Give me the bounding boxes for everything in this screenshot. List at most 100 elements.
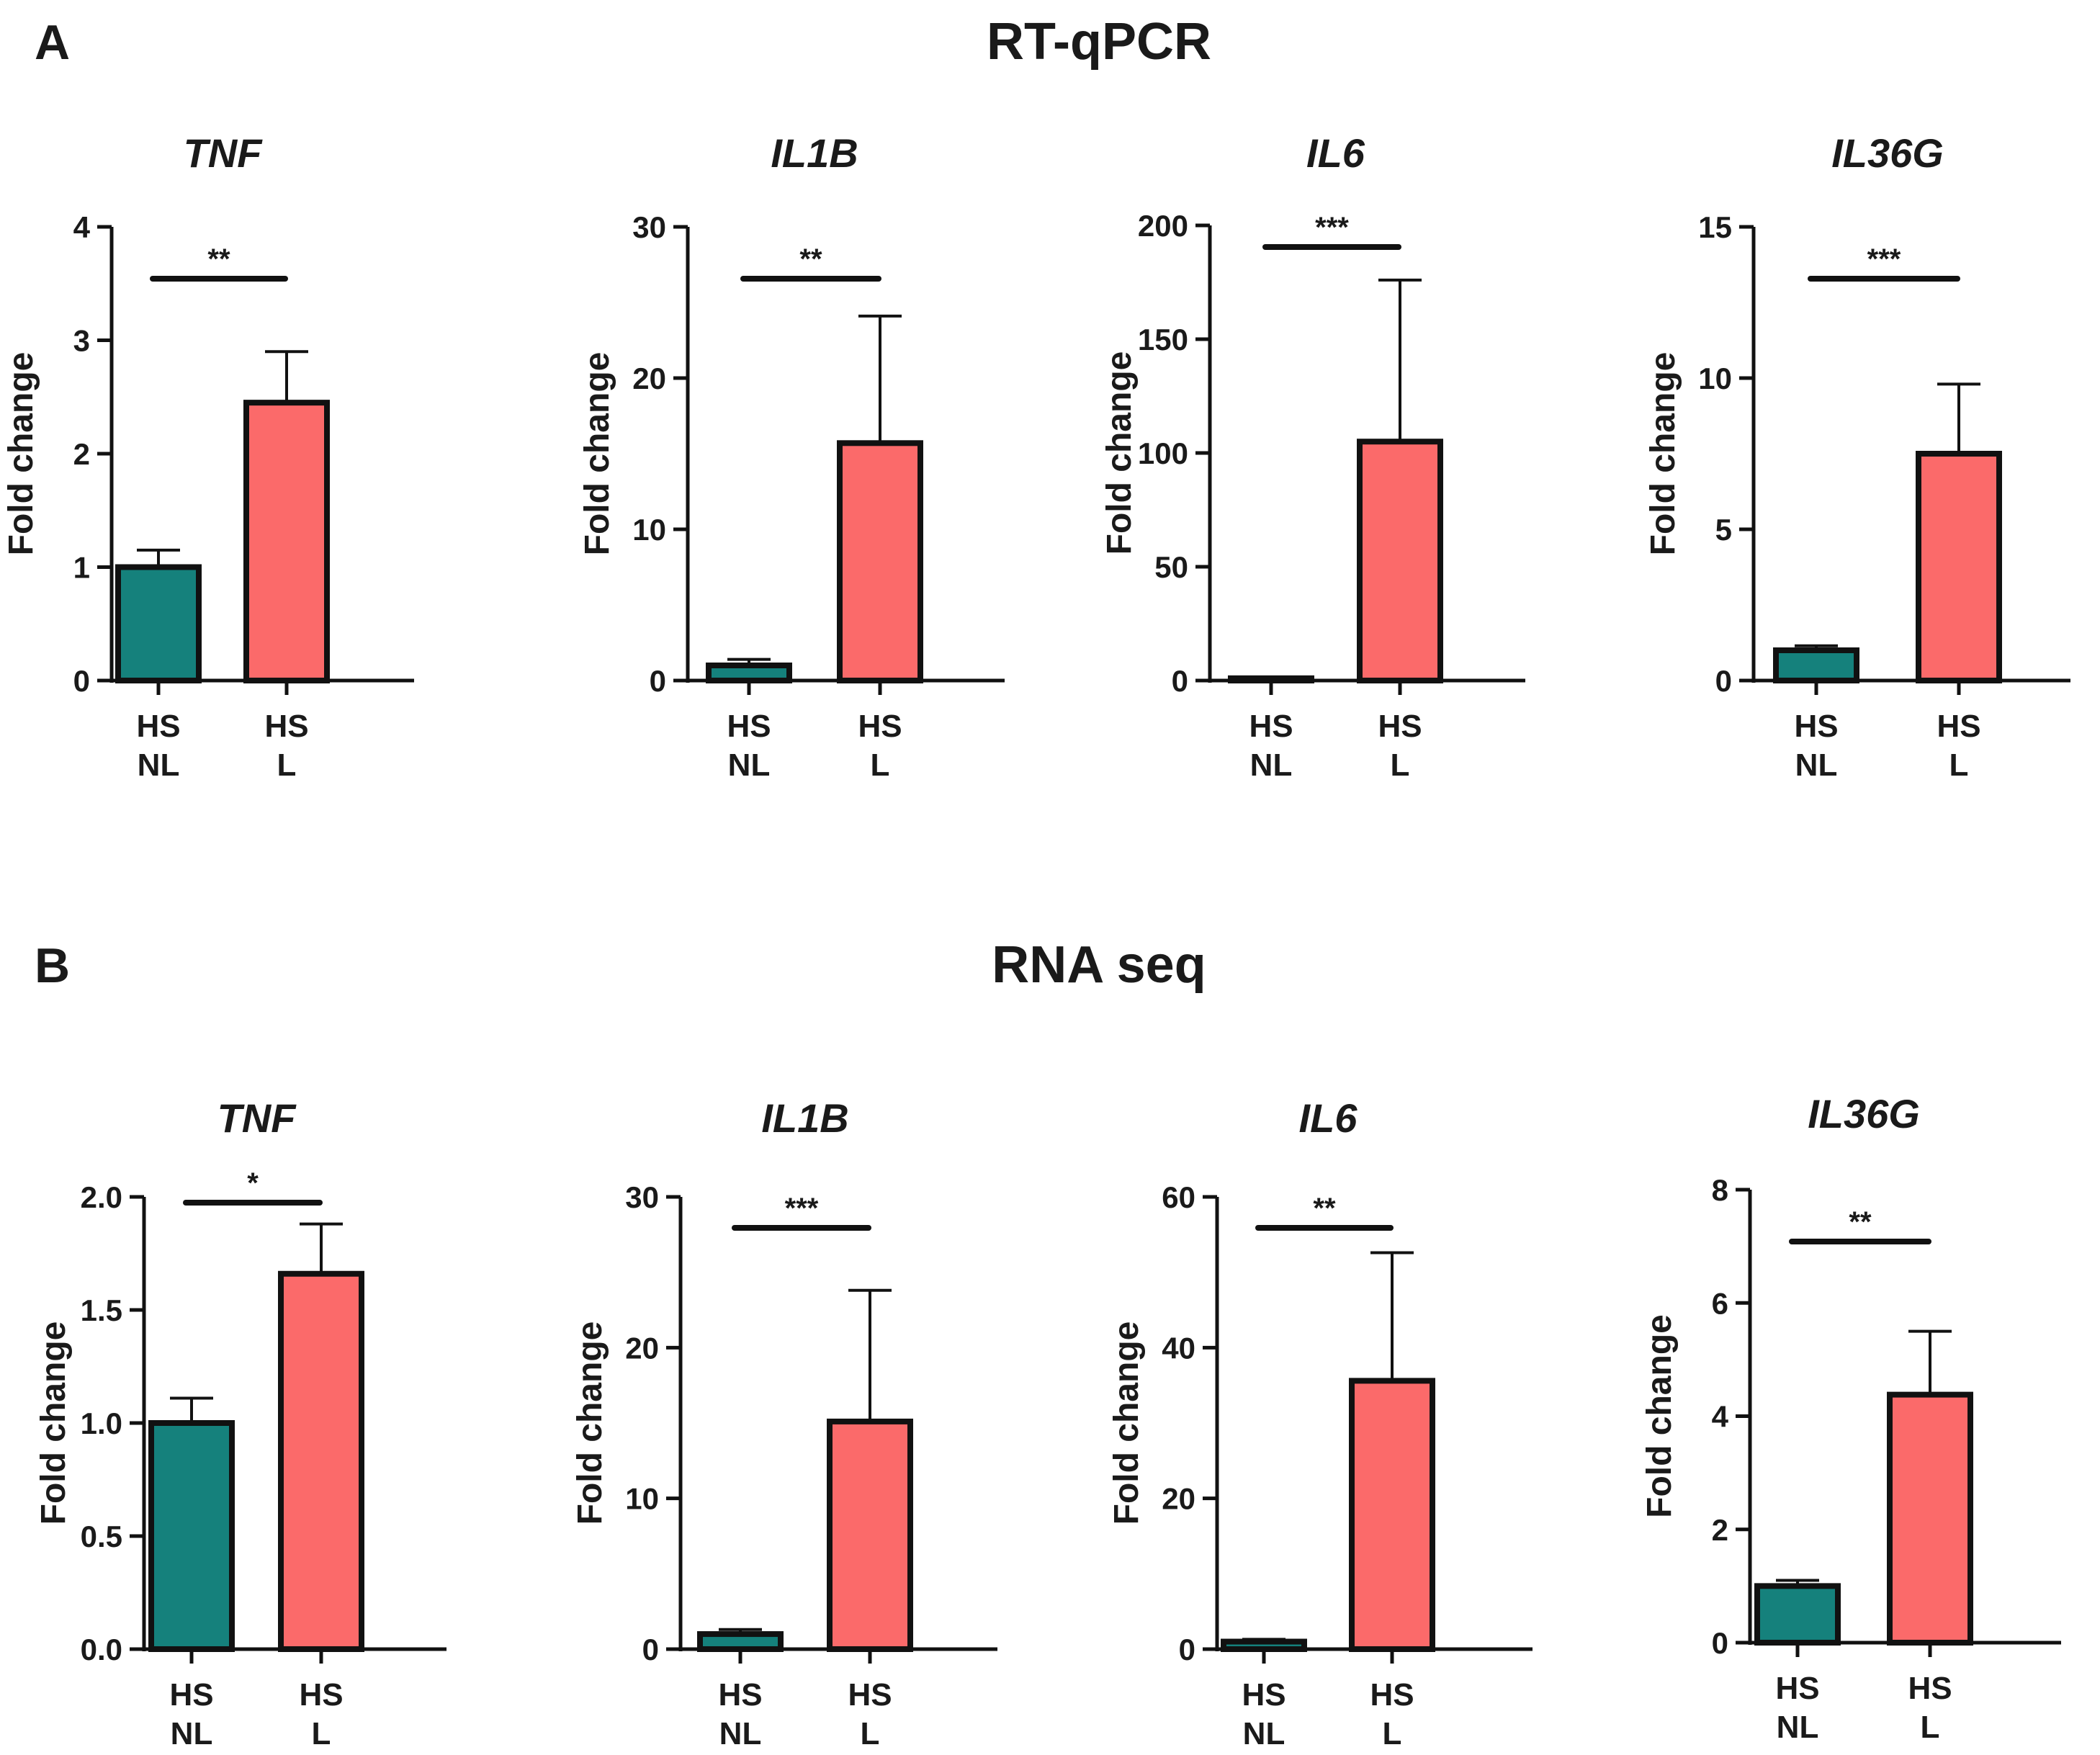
x-category-label-line2: NL bbox=[1795, 748, 1838, 783]
y-axis-label: Fold change bbox=[571, 1321, 609, 1525]
y-tick-label: 10 bbox=[625, 1482, 659, 1516]
bar bbox=[1754, 1583, 1841, 1646]
y-tick-label: 50 bbox=[1154, 550, 1188, 584]
y-tick-label: 8 bbox=[1712, 1173, 1728, 1207]
section-title-a: RT-qPCR bbox=[987, 13, 1211, 71]
y-axis-label: Fold change bbox=[1108, 1321, 1146, 1525]
bar bbox=[1916, 451, 2002, 683]
y-tick-label: 30 bbox=[632, 210, 666, 244]
y-tick-label: 1.0 bbox=[81, 1406, 122, 1440]
bar bbox=[827, 1418, 913, 1652]
bar bbox=[1228, 675, 1314, 684]
y-tick-label: 4 bbox=[73, 210, 91, 244]
bar bbox=[1349, 1378, 1435, 1653]
x-category-label-line2: NL bbox=[728, 748, 771, 783]
x-category-label-line1: HS bbox=[169, 1677, 213, 1713]
x-category-label-line1: HS bbox=[848, 1677, 892, 1713]
y-tick-label: 150 bbox=[1138, 323, 1188, 356]
x-category-label-line1: HS bbox=[858, 709, 902, 744]
significance-label: ** bbox=[1849, 1206, 1872, 1238]
x-category-label-line1: HS bbox=[1249, 709, 1293, 744]
y-tick-label: 0 bbox=[1715, 664, 1732, 698]
bar bbox=[1887, 1391, 1973, 1646]
significance-label: ** bbox=[1313, 1193, 1336, 1224]
chart-title: IL6 bbox=[1299, 1095, 1358, 1141]
significance-label: *** bbox=[1315, 212, 1349, 243]
y-tick-label: 30 bbox=[625, 1180, 659, 1214]
chart-b-il36g: IL36G Fold change 0 2 4 6 8 HS NL HS L ** bbox=[1641, 1091, 2061, 1745]
y-tick-label: 10 bbox=[632, 513, 666, 547]
chart-title: IL1B bbox=[761, 1095, 848, 1141]
bar bbox=[1357, 439, 1443, 683]
y-tick-label: 2 bbox=[73, 437, 90, 471]
panel-letter-b: B bbox=[35, 938, 70, 993]
y-tick-label: 0.5 bbox=[81, 1520, 122, 1553]
y-tick-label: 20 bbox=[632, 362, 666, 395]
y-tick-label: 20 bbox=[1162, 1482, 1195, 1516]
x-category-label-line2: L bbox=[871, 748, 890, 783]
y-tick-label: 60 bbox=[1162, 1180, 1195, 1214]
x-category-label-line1: HS bbox=[1937, 709, 1980, 744]
chart-a-il1b: IL1B Fold change 0 10 20 30 HS NL HS L ** bbox=[578, 130, 1005, 783]
y-tick-label: 0 bbox=[1712, 1626, 1728, 1660]
significance-label: *** bbox=[785, 1193, 819, 1224]
bar bbox=[706, 663, 792, 683]
y-tick-label: 5 bbox=[1715, 513, 1732, 547]
x-category-label-line1: HS bbox=[1775, 1671, 1819, 1706]
x-category-label-line2: NL bbox=[719, 1716, 762, 1751]
y-tick-label: 100 bbox=[1138, 436, 1188, 470]
chart-a-tnf: TNF Fold change 0 1 2 3 4 HS NL HS L ** bbox=[2, 130, 414, 783]
y-tick-label: 3 bbox=[73, 324, 90, 358]
y-tick-label: 1 bbox=[73, 551, 90, 585]
x-category-label-line2: NL bbox=[138, 748, 180, 783]
bar bbox=[1221, 1638, 1307, 1653]
chart-title: TNF bbox=[217, 1095, 297, 1141]
x-category-label-line2: NL bbox=[1243, 1716, 1285, 1751]
y-tick-label: 0.0 bbox=[81, 1633, 122, 1666]
x-category-label-line2: L bbox=[1949, 748, 1969, 783]
y-tick-label: 4 bbox=[1712, 1400, 1729, 1434]
chart-title: IL1B bbox=[771, 130, 858, 176]
significance-label: * bbox=[247, 1167, 259, 1199]
y-axis-label: Fold change bbox=[2, 352, 40, 556]
y-tick-label: 0 bbox=[73, 664, 90, 698]
y-tick-label: 0 bbox=[642, 1633, 659, 1666]
x-category-label-line2: L bbox=[861, 1716, 880, 1751]
bar bbox=[115, 564, 202, 683]
x-category-label-line2: L bbox=[277, 748, 297, 783]
y-axis-label: Fold change bbox=[578, 352, 616, 556]
y-axis-label: Fold change bbox=[35, 1321, 73, 1525]
bar bbox=[837, 440, 923, 683]
chart-title: IL6 bbox=[1306, 130, 1365, 176]
chart-a-il36g: IL36G Fold change 0 5 10 15 HS NL HS L *** bbox=[1644, 130, 2070, 783]
y-tick-label: 0 bbox=[1172, 664, 1188, 698]
x-category-label-line2: NL bbox=[1250, 748, 1293, 783]
x-category-label-line2: L bbox=[1921, 1710, 1940, 1745]
bar bbox=[278, 1270, 364, 1652]
x-category-label-line1: HS bbox=[1242, 1677, 1285, 1713]
y-tick-label: 10 bbox=[1698, 362, 1732, 395]
x-category-label-line1: HS bbox=[727, 709, 771, 744]
bar bbox=[697, 1631, 784, 1652]
y-axis-label: Fold change bbox=[1644, 352, 1682, 556]
bar bbox=[148, 1420, 235, 1652]
x-category-label-line1: HS bbox=[1378, 709, 1422, 744]
x-category-label-line2: L bbox=[312, 1716, 331, 1751]
panel-letter-a: A bbox=[35, 15, 70, 70]
x-category-label-line1: HS bbox=[1370, 1677, 1414, 1713]
x-category-label-line2: NL bbox=[1777, 1710, 1819, 1745]
chart-a-il6: IL6 Fold change 0 50 100 150 200 HS NL HS L *** bbox=[1100, 130, 1525, 783]
chart-title: IL36G bbox=[1831, 130, 1944, 176]
significance-label: ** bbox=[799, 243, 822, 275]
x-category-label-line2: L bbox=[1383, 1716, 1402, 1751]
x-category-label-line1: HS bbox=[1908, 1671, 1952, 1706]
x-category-label-line1: HS bbox=[264, 709, 308, 744]
y-tick-label: 40 bbox=[1162, 1331, 1195, 1365]
x-category-label-line1: HS bbox=[1794, 709, 1838, 744]
bar bbox=[243, 400, 330, 683]
